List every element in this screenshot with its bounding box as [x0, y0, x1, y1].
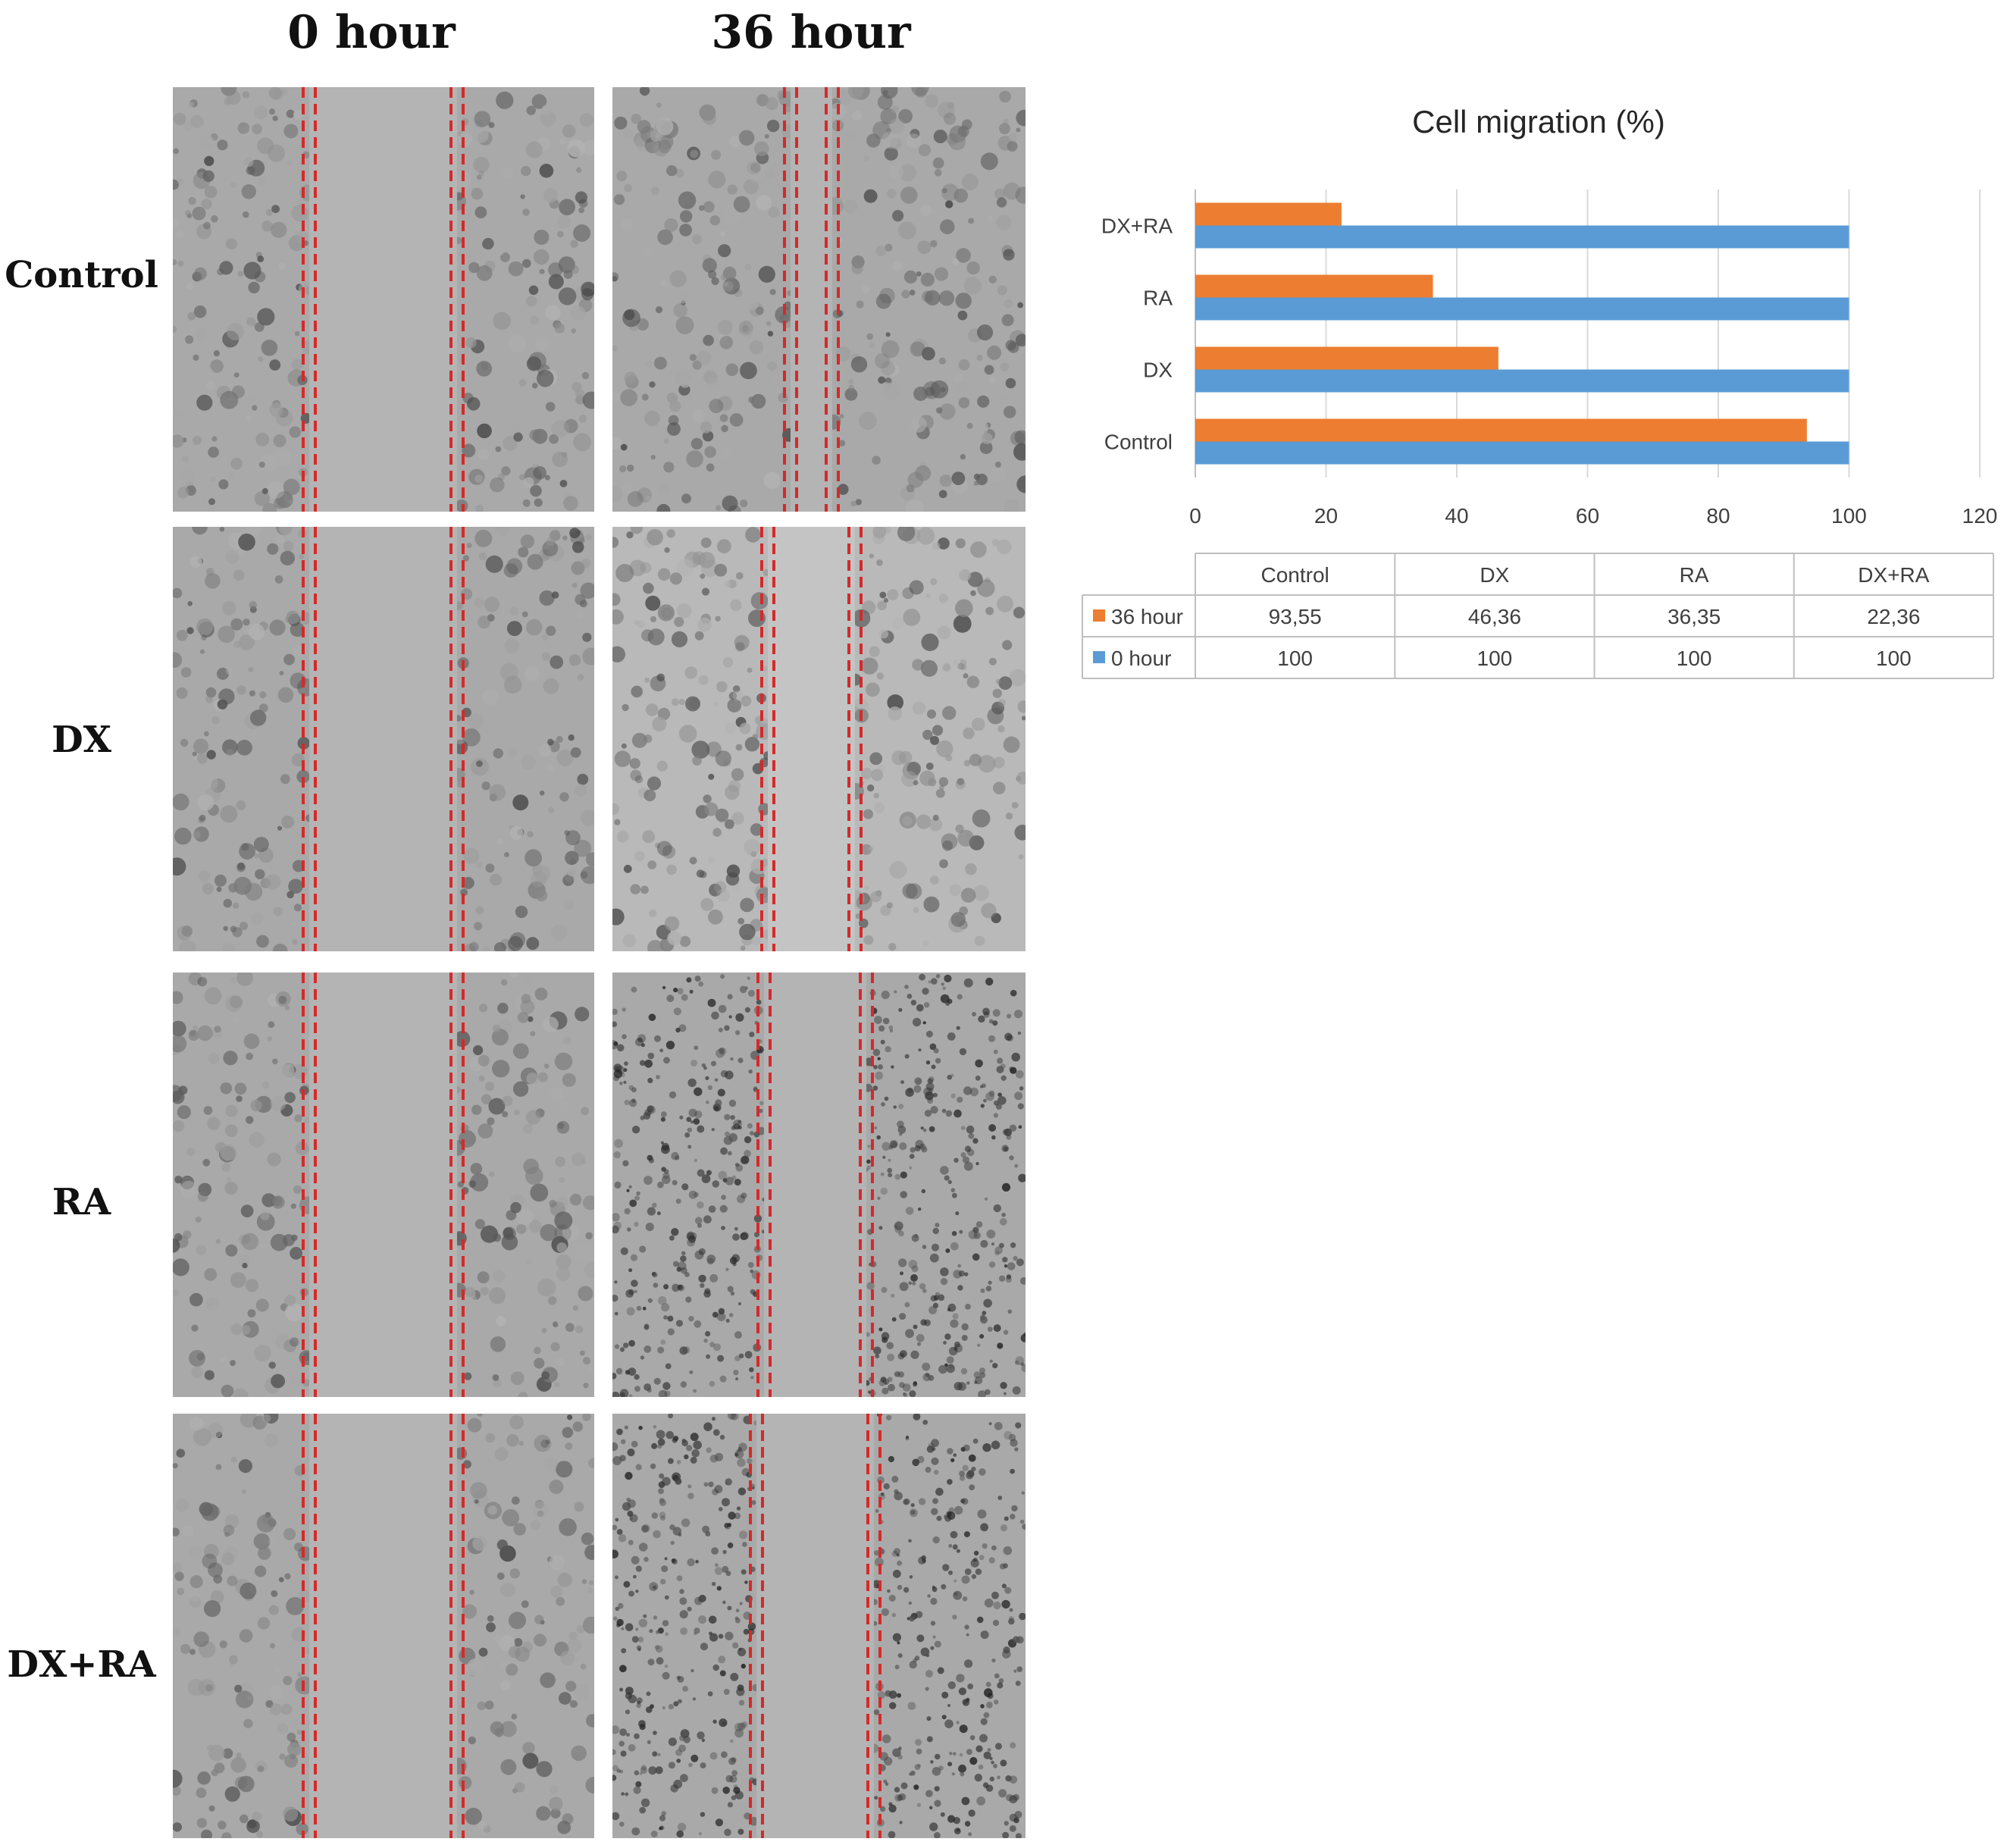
chart-svg: Cell migration (%) Control DX RA DX+RA 0 20 4… [1082, 104, 1997, 679]
bars [1195, 202, 1849, 465]
bar-0-hour-ra [1195, 297, 1849, 321]
legend-label: 0 hour [1111, 647, 1171, 670]
table-value-cell: 46,36 [1468, 605, 1521, 628]
x-tick-label: 100 [1831, 504, 1867, 528]
category-label: DX+RA [1101, 215, 1173, 238]
table-header-cell: RA [1680, 563, 1709, 587]
bar-0-hour-dx [1195, 369, 1849, 393]
row-label-control: Control [5, 254, 158, 296]
legend-label: 36 hour [1111, 605, 1183, 628]
micrograph-dx-36h [612, 527, 1026, 951]
data-table: Control DX RA DX+RA 36 hour 93,55 46,36 36,35 22… [1082, 553, 1994, 679]
row-label-dx-ra: DX+RA [7, 1643, 156, 1686]
category-labels: Control DX RA DX+RA [1101, 215, 1173, 454]
bar-36-hour-dx [1195, 346, 1498, 370]
legend-key-36-hour [1093, 609, 1105, 622]
bar-0-hour-dx-ra [1195, 225, 1849, 249]
bar-0-hour-control [1195, 441, 1849, 465]
category-label: DX [1143, 359, 1173, 382]
row-label-dx: DX [52, 719, 111, 761]
table-header-cell: Control [1260, 563, 1329, 587]
table-value-cell: 100 [1677, 647, 1712, 670]
table-header-cell: DX [1480, 563, 1509, 587]
table-value-cell: 100 [1477, 647, 1513, 670]
bar-36-hour-dx-ra [1195, 202, 1342, 226]
micrograph-dx-ra-36h [612, 1414, 1026, 1838]
table-header-cell: DX+RA [1858, 563, 1929, 587]
micrograph-control-0h [173, 87, 594, 512]
cell-migration-chart: Cell migration (%) Control DX RA DX+RA 0 20 4… [1061, 83, 2001, 690]
bar-36-hour-control [1195, 418, 1807, 442]
table-value-cell: 22,36 [1867, 605, 1920, 628]
micrograph-ra-0h [173, 973, 594, 1397]
table-value-cell: 100 [1876, 647, 1912, 670]
category-label: Control [1104, 431, 1173, 454]
x-tick-label: 0 [1189, 504, 1201, 528]
row-label-ra: RA [52, 1181, 111, 1223]
x-tick-label: 80 [1706, 504, 1730, 528]
micrograph-dx-ra-0h [173, 1414, 594, 1838]
x-tick-label: 20 [1314, 504, 1338, 528]
bar-36-hour-ra [1195, 274, 1433, 298]
legend-key-0-hour [1093, 651, 1105, 663]
micrograph-ra-36h [612, 973, 1026, 1397]
table-value-cell: 93,55 [1269, 605, 1322, 628]
x-tick-label: 120 [1962, 504, 1998, 528]
x-tick-labels: 0 20 40 60 80 100 120 [1189, 504, 1997, 528]
chart-title: Cell migration (%) [1412, 104, 1665, 139]
column-header-0-hour: 0 hour [287, 6, 456, 59]
table-value-cell: 100 [1277, 647, 1313, 670]
category-label: RA [1143, 287, 1173, 310]
table-value-cell: 36,35 [1668, 605, 1721, 628]
column-header-36-hour: 36 hour [711, 6, 911, 59]
micrograph-control-36h [612, 87, 1026, 512]
x-tick-label: 40 [1445, 504, 1468, 528]
x-tick-label: 60 [1576, 504, 1599, 528]
micrograph-dx-0h [173, 527, 594, 951]
